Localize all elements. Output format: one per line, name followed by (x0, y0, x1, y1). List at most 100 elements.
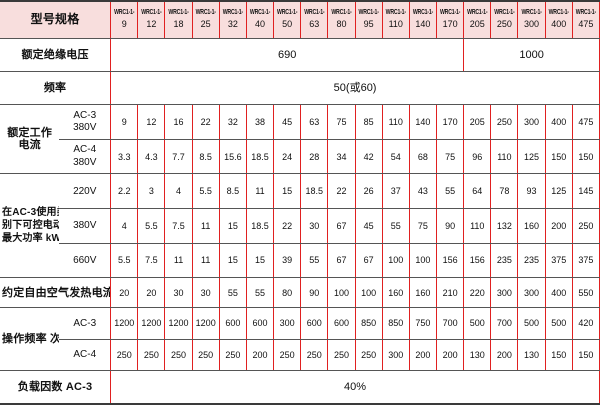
model-prefix: WRC1-1- (168, 8, 189, 17)
row-label-operating-frequency: 操作频率 次 /h (0, 307, 60, 371)
table-cell: 420 (571, 307, 600, 340)
sub-label-660v: 660V (59, 242, 112, 279)
table-cell: 32 (218, 104, 247, 140)
table-cell: 93 (517, 173, 546, 210)
sub-label-line1: AC-4 (73, 144, 97, 156)
table-cell: 5.5 (191, 173, 220, 210)
table-cell: 11 (191, 208, 220, 244)
model-column-header: WRC1-1- 300 (517, 0, 546, 40)
model-prefix: WRC1-1- (304, 8, 325, 17)
table-cell: 125 (544, 173, 573, 210)
row-max-motor-power-380v: 380V 4 5.5 7.5 11 15 18.5 22 30 67 45 55… (0, 208, 600, 244)
model-prefix: WRC1-1- (277, 8, 298, 17)
model-column-header: WRC1-1- 12 (137, 0, 166, 40)
table-header-row: 型号规格 WRC1-1- 9 WRC1-1- 12 WRC1-1- 18 WRC… (0, 0, 600, 40)
table-cell: 150 (544, 338, 573, 371)
table-cell: 18.5 (245, 208, 275, 244)
table-cell: 30 (164, 277, 193, 309)
table-cell: 200 (408, 338, 438, 371)
table-cell: 160 (381, 277, 410, 309)
table-cell: 250 (571, 208, 600, 244)
model-number: 300 (524, 19, 540, 30)
table-cell: 100 (354, 277, 383, 309)
table-cell: 100 (327, 277, 356, 309)
table-cell: 700 (490, 307, 519, 340)
model-column-header: WRC1-1- 32 (218, 0, 247, 40)
table-cell: 110 (463, 208, 492, 244)
model-prefix: WRC1-1- (114, 8, 135, 17)
table-cell: 55 (245, 277, 275, 309)
table-cell: 15 (273, 173, 302, 210)
table-cell: 45 (354, 208, 383, 244)
table-cell: 110 (381, 104, 410, 140)
table-cell: 210 (436, 277, 465, 309)
table-cell: 75 (436, 138, 465, 175)
frequency-value: 50(或60) (110, 70, 600, 106)
table-cell: 130 (517, 338, 546, 371)
sub-label-line2: 380V (73, 122, 97, 134)
row-frequency: 频率 50(或60) (0, 70, 600, 106)
model-number: 400 (551, 19, 567, 30)
table-cell: 110 (490, 138, 519, 175)
model-column-header: WRC1-1- 95 (354, 0, 383, 40)
table-cell: 250 (490, 104, 519, 140)
model-number: 95 (363, 19, 374, 30)
table-cell: 200 (544, 208, 573, 244)
table-cell: 55 (218, 277, 247, 309)
row-max-motor-power-660v: 660V 5.5 7.5 11 11 15 15 39 55 67 67 100… (0, 242, 600, 279)
table-cell: 15 (218, 208, 247, 244)
row-label-line2: 别下可控电动机 (2, 220, 59, 232)
row-operating-frequency-ac4: AC-4 250 250 250 250 250 200 250 250 250… (0, 338, 600, 371)
row-label: 约定自由空气发热电流 (0, 277, 112, 309)
row-label-line1: 在AC-3使用类 (2, 207, 59, 219)
table-cell: 250 (137, 338, 166, 371)
model-prefix: WRC1-1- (331, 8, 352, 17)
table-cell: 80 (273, 277, 302, 309)
model-number: 205 (469, 19, 485, 30)
table-cell: 26 (354, 173, 383, 210)
table-cell: 5.5 (110, 242, 139, 279)
model-number: 63 (309, 19, 320, 30)
row-label-line1: 额定工作 (7, 126, 53, 139)
model-column-header: WRC1-1- 9 (110, 0, 139, 40)
table-cell: 90 (436, 208, 465, 244)
model-number: 40 (254, 19, 265, 30)
model-prefix: WRC1-1- (249, 8, 271, 17)
sub-label-ac4: AC-4 (59, 338, 112, 371)
table-cell: 8.5 (191, 138, 220, 175)
table-cell: 235 (490, 242, 519, 279)
model-prefix: WRC1-1- (494, 8, 515, 17)
model-prefix: WRC1-1- (222, 8, 243, 17)
table-cell: 90 (300, 277, 329, 309)
table-cell: 250 (300, 338, 329, 371)
model-number: 25 (200, 19, 211, 30)
table-cell: 850 (354, 307, 383, 340)
model-column-header: WRC1-1- 80 (327, 0, 356, 40)
model-prefix: WRC1-1- (195, 8, 216, 17)
table-cell: 75 (408, 208, 438, 244)
table-cell: 500 (463, 307, 492, 340)
table-cell: 28 (300, 138, 329, 175)
insulation-voltage-690: 690 (110, 38, 464, 72)
model-column-header: WRC1-1- 140 (408, 0, 438, 40)
table-cell: 42 (354, 138, 383, 175)
model-prefix: WRC1-1- (412, 8, 434, 17)
table-cell: 1200 (191, 307, 220, 340)
table-cell: 500 (544, 307, 573, 340)
table-cell: 100 (408, 242, 438, 279)
table-cell: 250 (327, 338, 356, 371)
model-number: 250 (496, 19, 512, 30)
table-cell: 250 (110, 338, 139, 371)
row-rated-operating-current-ac4: AC-4 380V 3.3 4.3 7.7 8.5 15.6 18.5 24 2… (0, 138, 600, 175)
table-cell: 68 (408, 138, 438, 175)
sub-label-ac4-380v: AC-4 380V (59, 138, 112, 175)
table-cell: 550 (571, 277, 600, 309)
table-cell: 220 (463, 277, 492, 309)
model-column-header: WRC1-1- 18 (164, 0, 193, 40)
table-cell: 85 (354, 104, 383, 140)
table-cell: 30 (300, 208, 329, 244)
table-cell: 400 (544, 104, 573, 140)
table-cell: 132 (490, 208, 519, 244)
table-cell: 200 (436, 338, 465, 371)
model-prefix: WRC1-1- (358, 8, 379, 17)
